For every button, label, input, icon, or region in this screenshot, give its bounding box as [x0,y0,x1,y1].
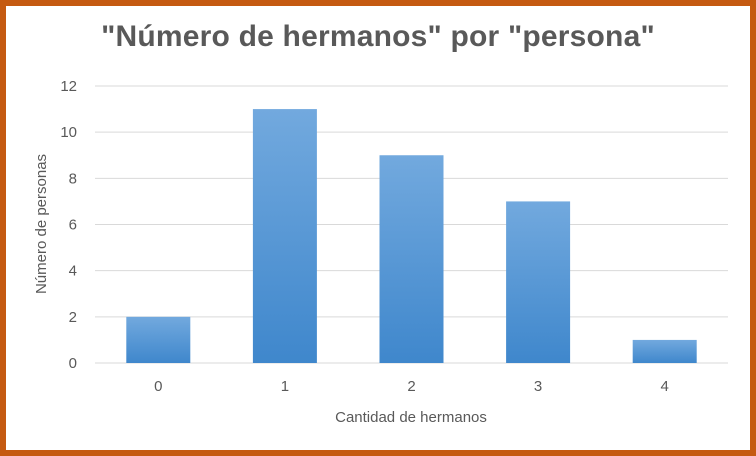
bar-0 [126,316,191,363]
y-tick-label: 6 [69,217,77,234]
y-tick-label: 8 [69,170,77,187]
x-tick-label: 2 [407,378,415,395]
x-tick-label: 0 [154,378,162,395]
bar-4 [632,339,697,363]
bar-2 [379,155,444,363]
x-axis-tick-labels: 0 1 2 3 4 [154,378,669,395]
y-tick-label: 12 [60,78,77,95]
y-tick-label: 2 [69,309,77,326]
x-tick-label: 4 [661,378,669,395]
x-axis-title: Cantidad de hermanos [335,409,487,426]
bars [126,109,697,363]
x-tick-label: 3 [534,378,542,395]
y-axis-title: Número de personas [33,154,50,294]
y-tick-label: 4 [69,263,77,280]
x-tick-label: 1 [281,378,289,395]
y-tick-label: 10 [60,124,77,141]
chart-title: "Número de hermanos" por "persona" [101,20,655,53]
bar-3 [506,201,571,363]
y-tick-label: 0 [69,355,77,372]
bar-1 [252,109,317,363]
y-axis-tick-labels: 0 2 4 6 8 10 12 [60,78,77,372]
